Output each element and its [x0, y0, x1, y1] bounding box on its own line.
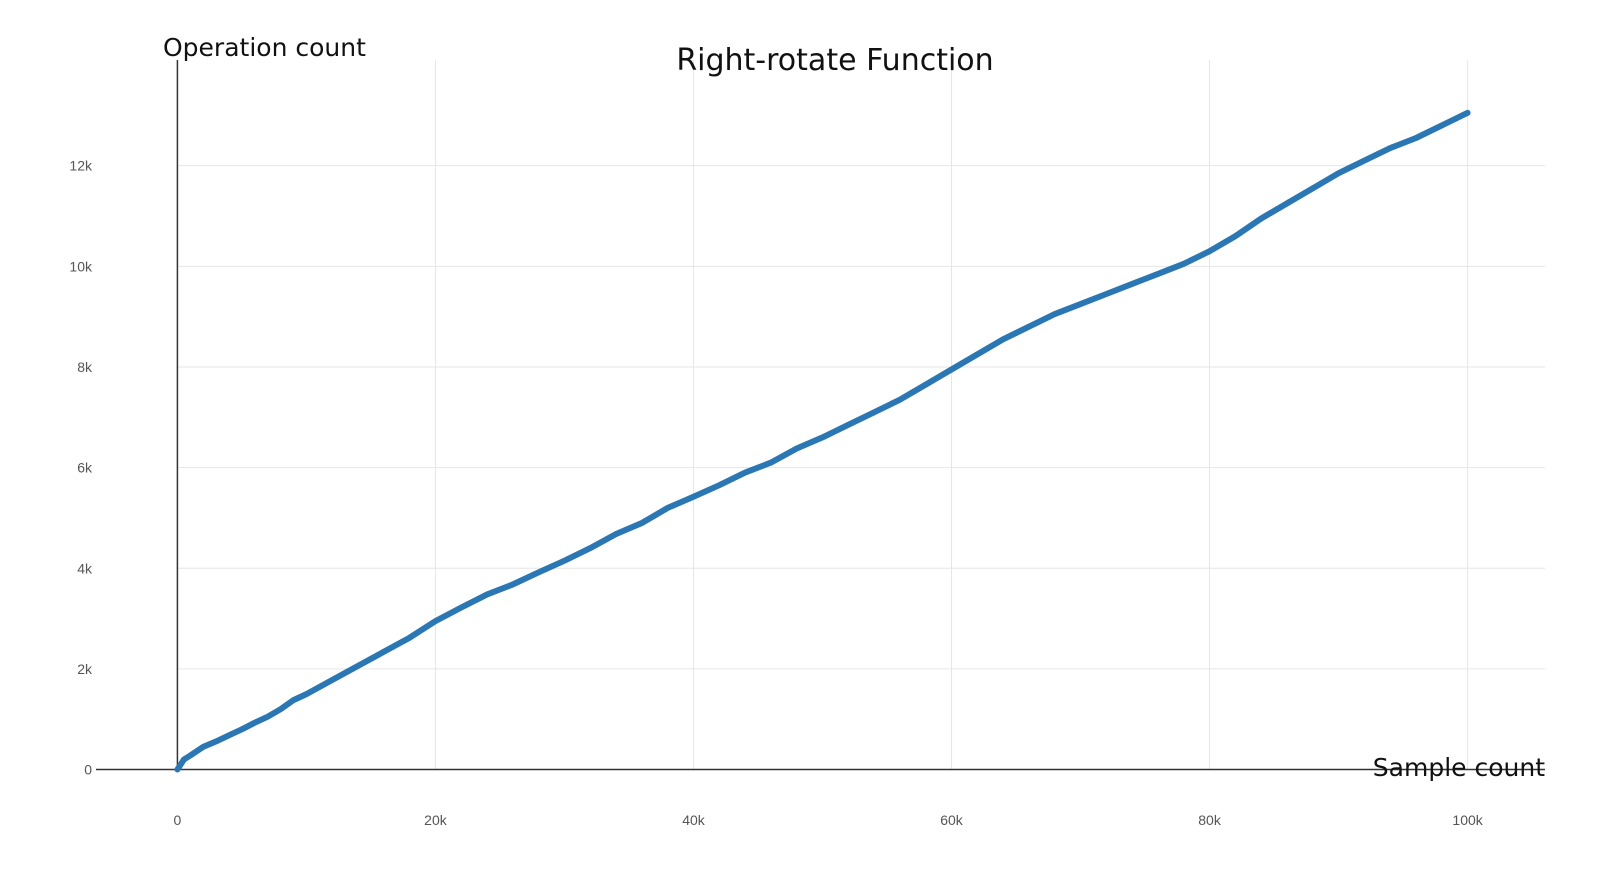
data-point	[897, 397, 903, 403]
series-line	[174, 109, 1471, 773]
x-tick-label: 80k	[1198, 812, 1222, 828]
data-point	[1413, 135, 1419, 141]
data-point	[381, 649, 387, 655]
data-point	[1052, 311, 1058, 317]
data-point	[181, 756, 187, 762]
data-point	[174, 767, 180, 773]
data-point	[1310, 185, 1316, 191]
y-tick-label: 12k	[69, 158, 93, 174]
data-point	[639, 520, 645, 526]
x-tick-label: 20k	[424, 812, 448, 828]
data-point	[949, 366, 955, 372]
data-point	[1078, 301, 1084, 307]
series-group	[174, 109, 1471, 773]
y-tick-label: 0	[84, 762, 92, 778]
data-point	[1207, 248, 1213, 254]
data-point	[923, 382, 929, 388]
data-point	[820, 434, 825, 440]
data-point	[329, 677, 335, 683]
data-point	[252, 720, 258, 726]
data-point	[1129, 281, 1135, 287]
data-point	[1232, 233, 1238, 239]
x-tick-label: 40k	[682, 812, 706, 828]
data-point	[1155, 271, 1161, 277]
data-point	[1465, 110, 1471, 116]
data-point	[265, 714, 271, 720]
chart-title: Right-rotate Function	[676, 43, 993, 78]
y-axis-label: Operation count	[163, 33, 366, 62]
data-point	[278, 706, 284, 712]
x-axis-label: Sample count	[1373, 753, 1545, 782]
data-point	[1103, 291, 1109, 297]
data-point	[187, 752, 193, 758]
y-tick-label: 10k	[69, 258, 93, 274]
data-point	[303, 691, 309, 697]
data-point	[974, 351, 980, 357]
data-point	[355, 663, 361, 669]
tick-labels: 0 20k 40k 60k 80k 100k 0 2k 4k 6k 8k 10k 12k	[69, 158, 1483, 828]
data-point	[458, 605, 464, 611]
axes	[96, 60, 1545, 771]
data-point	[1258, 216, 1264, 222]
data-point	[213, 738, 219, 744]
data-point	[561, 558, 567, 564]
data-point	[1181, 261, 1187, 267]
data-point	[845, 422, 851, 428]
data-point	[536, 569, 542, 575]
data-point	[1000, 336, 1006, 342]
data-point	[1336, 170, 1342, 176]
data-point	[510, 581, 516, 587]
gridlines	[177, 60, 1545, 770]
data-point	[1284, 200, 1290, 206]
data-point	[1439, 122, 1445, 128]
data-point	[1361, 158, 1367, 164]
y-tick-label: 8k	[77, 359, 93, 375]
y-tick-label: 4k	[77, 560, 93, 576]
data-point	[1387, 145, 1393, 151]
x-tick-label: 100k	[1452, 812, 1483, 828]
data-point	[768, 460, 774, 466]
data-point	[432, 618, 438, 624]
data-point	[484, 591, 490, 597]
data-point	[613, 531, 619, 537]
data-point	[226, 732, 232, 738]
data-point	[1026, 324, 1032, 330]
data-point	[291, 697, 297, 703]
x-tick-label: 60k	[940, 812, 964, 828]
data-point	[794, 445, 800, 451]
data-point	[407, 635, 413, 641]
data-point	[716, 482, 722, 488]
data-point	[587, 545, 593, 551]
data-point	[690, 494, 696, 500]
data-point	[239, 726, 245, 732]
data-point	[665, 505, 671, 511]
data-point	[200, 744, 206, 750]
y-tick-label: 2k	[77, 661, 93, 677]
y-tick-label: 6k	[77, 460, 93, 476]
data-point	[871, 409, 877, 415]
data-point	[742, 470, 748, 476]
x-tick-label: 0	[174, 812, 182, 828]
